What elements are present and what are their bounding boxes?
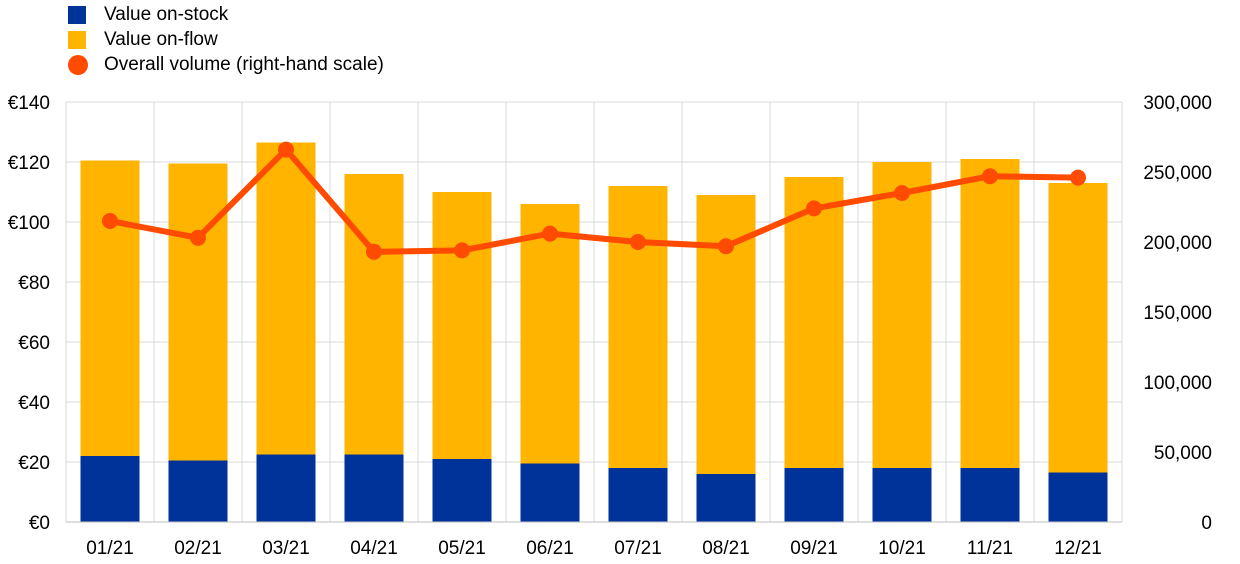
y-left-tick-label: €140 [8,93,50,114]
bar-on-flow [520,204,580,464]
bar-on-flow [80,160,140,456]
bar-on-flow [872,162,932,468]
y-left-tick-label: €80 [18,273,50,294]
volume-line-path [109,146,1079,255]
volume-point [190,229,206,246]
volume-point [894,185,910,201]
bar-on-stock [1048,472,1108,522]
right-axis: 0 50,000 100,000 150,000 200,000 250,000 300,0… [1143,93,1212,534]
volume-point [982,168,998,185]
bar-on-flow [256,142,316,455]
volume-point [102,213,118,229]
x-axis: 01/21 02/21 03/21 04/21 05/21 06/21 07/21 08/21… [66,521,1122,559]
legend-label-on-stock: Value on-stock [104,3,229,25]
bar-on-flow [432,192,492,459]
x-tick-label: 01/21 [86,538,134,559]
x-tick-label: 10/21 [878,538,926,559]
bar-on-stock [168,460,228,522]
y-right-tick-label: 0 [1201,513,1212,534]
x-tick-label: 06/21 [526,538,574,559]
y-left-tick-label: €120 [8,153,50,174]
x-tick-label: 04/21 [350,538,398,559]
volume-point [366,243,382,260]
volume-line [102,141,1086,260]
x-tick-label: 08/21 [702,538,750,559]
x-tick-label: 07/21 [614,538,662,559]
legend-label-on-flow: Value on-flow [104,28,218,50]
bar-on-flow [1048,183,1108,473]
y-left-tick-label: €20 [18,453,50,474]
x-tick-label: 09/21 [790,538,838,559]
legend-item-volume: Overall volume (right-hand scale) [68,52,384,77]
bar-on-stock [872,468,932,522]
legend: Value on-stock Value on-flow Overall vol… [68,2,384,77]
legend-swatch-on-stock [68,5,86,24]
y-right-tick-label: 250,000 [1143,163,1212,184]
bar-on-stock [432,459,492,522]
gridlines [65,101,1123,523]
volume-point [630,234,646,250]
bar-on-flow [784,177,844,468]
left-axis: €0 €20 €40 €60 €80 €100 €120 €140 [8,93,50,534]
bar-on-stock [520,463,580,522]
bar-on-flow [960,159,1020,468]
y-left-tick-label: €60 [18,333,50,354]
volume-point [542,225,558,242]
volume-point [718,238,734,255]
x-tick-label: 02/21 [174,538,222,559]
bar-on-flow [344,174,404,455]
legend-item-on-flow: Value on-flow [68,27,384,52]
y-right-tick-label: 100,000 [1143,373,1212,394]
bar-on-stock [80,456,140,522]
volume-point [278,141,294,158]
bars [80,142,1108,522]
bar-on-stock [344,454,404,522]
x-tick-label: 11/21 [967,538,1013,559]
bar-on-stock [608,468,668,522]
y-left-tick-label: €0 [29,513,50,534]
bar-on-stock [960,468,1020,522]
y-left-tick-label: €40 [18,393,50,414]
legend-item-on-stock: Value on-stock [68,2,384,27]
legend-swatch-on-flow [68,30,86,49]
y-right-tick-label: 50,000 [1154,443,1212,464]
x-tick-label: 03/21 [262,538,310,559]
y-left-tick-label: €100 [8,213,50,234]
y-right-tick-label: 300,000 [1143,93,1212,114]
volume-point [454,242,470,259]
bar-on-stock [256,454,316,522]
x-tick-label: 12/21 [1054,538,1102,559]
volume-point [1070,169,1086,186]
bar-on-stock [696,474,756,522]
bar-on-stock [784,468,844,522]
y-right-tick-label: 150,000 [1143,303,1212,324]
legend-marker-volume [68,54,88,75]
bar-on-flow [608,186,668,468]
x-tick-label: 05/21 [438,538,486,559]
y-right-tick-label: 200,000 [1143,233,1212,254]
volume-point [806,200,822,217]
bar-on-flow [168,163,228,461]
legend-label-volume: Overall volume (right-hand scale) [104,53,384,75]
